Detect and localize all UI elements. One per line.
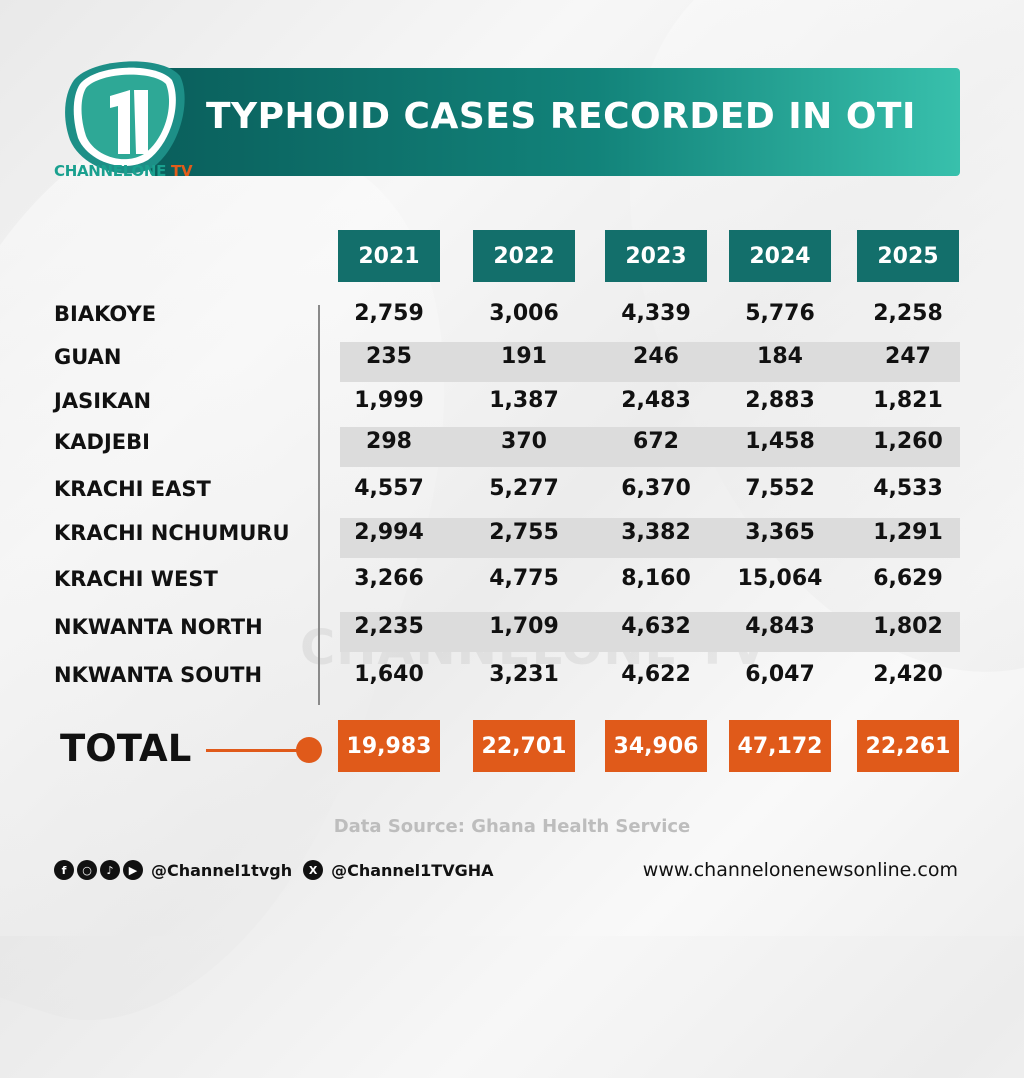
table-cell: 3,266 xyxy=(354,566,424,591)
table-cell: 370 xyxy=(501,429,547,454)
table-cell: 1,709 xyxy=(489,614,559,639)
table-cell: 3,006 xyxy=(489,301,559,326)
table-cell: 2,994 xyxy=(354,520,424,545)
table-cell: 2,483 xyxy=(621,388,691,413)
table-cell: 1,821 xyxy=(873,388,943,413)
table-cell: 2,235 xyxy=(354,614,424,639)
social-handle-primary[interactable]: @Channel1tvgh xyxy=(151,860,293,880)
year-header-2021: 2021 xyxy=(338,230,440,282)
table-cell: 6,370 xyxy=(621,476,691,501)
table-cell: 2,755 xyxy=(489,520,559,545)
table-cell: 1,999 xyxy=(354,388,424,413)
table-cell: 5,776 xyxy=(745,301,815,326)
year-header-2025: 2025 xyxy=(857,230,959,282)
table-cell: 2,420 xyxy=(873,662,943,687)
row-label: GUAN xyxy=(54,345,122,369)
channel-one-logo xyxy=(65,61,185,174)
table-cell: 1,291 xyxy=(873,520,943,545)
table-cell: 1,802 xyxy=(873,614,943,639)
social-handle-x[interactable]: @Channel1TVGHA xyxy=(331,860,494,880)
row-stripe xyxy=(340,342,960,382)
social-handles: f ○ ♪ ▶ @Channel1tvgh X @Channel1TVGHA xyxy=(54,860,502,880)
table-cell: 1,640 xyxy=(354,662,424,687)
year-header-2024: 2024 xyxy=(729,230,831,282)
total-connector-line xyxy=(206,749,302,752)
table-cell: 3,231 xyxy=(489,662,559,687)
logo-text: CHANNELONE TV xyxy=(54,162,193,180)
table-cell: 4,775 xyxy=(489,566,559,591)
table-cell: 3,382 xyxy=(621,520,691,545)
table-cell: 4,843 xyxy=(745,614,815,639)
youtube-icon[interactable]: ▶ xyxy=(123,860,143,880)
x-icon[interactable]: X xyxy=(303,860,324,880)
table-cell: 247 xyxy=(885,344,931,369)
page-title: TYPHOID CASES RECORDED IN OTI xyxy=(206,96,916,137)
row-label: NKWANTA NORTH xyxy=(54,615,263,639)
table-cell: 3,365 xyxy=(745,520,815,545)
table-cell: 5,277 xyxy=(489,476,559,501)
table-cell: 184 xyxy=(757,344,803,369)
table-cell: 8,160 xyxy=(621,566,691,591)
table-cell: 6,629 xyxy=(873,566,943,591)
table-cell: 672 xyxy=(633,429,679,454)
year-header-2022: 2022 xyxy=(473,230,575,282)
table-cell: 15,064 xyxy=(737,566,823,591)
table-cell: 2,759 xyxy=(354,301,424,326)
total-connector-dot xyxy=(296,737,322,763)
total-value-2023: 34,906 xyxy=(605,720,707,772)
data-source: Data Source: Ghana Health Service xyxy=(333,816,691,837)
table-cell: 7,552 xyxy=(745,476,815,501)
table-cell: 4,557 xyxy=(354,476,424,501)
table-cell: 246 xyxy=(633,344,679,369)
row-label: KADJEBI xyxy=(54,430,150,454)
table-cell: 4,622 xyxy=(621,662,691,687)
website-link[interactable]: www.channelonenewsonline.com xyxy=(642,859,958,881)
row-label: KRACHI EAST xyxy=(54,477,211,501)
table-cell: 191 xyxy=(501,344,547,369)
row-label: KRACHI NCHUMURU xyxy=(54,521,290,545)
table-cell: 4,632 xyxy=(621,614,691,639)
total-value-2024: 47,172 xyxy=(729,720,831,772)
column-divider xyxy=(318,305,320,705)
logo-text-tv: TV xyxy=(171,162,193,180)
row-label: NKWANTA SOUTH xyxy=(54,663,263,687)
row-stripe xyxy=(340,518,960,558)
row-label: JASIKAN xyxy=(54,389,152,413)
logo-text-main: CHANNELONE xyxy=(54,162,167,180)
table-cell: 2,258 xyxy=(873,301,943,326)
table-cell: 4,339 xyxy=(621,301,691,326)
row-label: KRACHI WEST xyxy=(54,567,218,591)
year-header-2023: 2023 xyxy=(605,230,707,282)
instagram-icon[interactable]: ○ xyxy=(77,860,97,880)
table-cell: 6,047 xyxy=(745,662,815,687)
table-cell: 1,260 xyxy=(873,429,943,454)
table-cell: 1,387 xyxy=(489,388,559,413)
total-value-2025: 22,261 xyxy=(857,720,959,772)
row-stripe xyxy=(340,427,960,467)
table-cell: 235 xyxy=(366,344,412,369)
table-cell: 1,458 xyxy=(745,429,815,454)
facebook-icon[interactable]: f xyxy=(54,860,74,880)
tiktok-icon[interactable]: ♪ xyxy=(100,860,120,880)
title-banner xyxy=(150,68,960,176)
table-cell: 4,533 xyxy=(873,476,943,501)
total-value-2022: 22,701 xyxy=(473,720,575,772)
total-label: TOTAL xyxy=(60,727,192,770)
row-label: BIAKOYE xyxy=(54,302,157,326)
table-cell: 298 xyxy=(366,429,412,454)
table-cell: 2,883 xyxy=(745,388,815,413)
total-value-2021: 19,983 xyxy=(338,720,440,772)
row-stripe xyxy=(340,612,960,652)
